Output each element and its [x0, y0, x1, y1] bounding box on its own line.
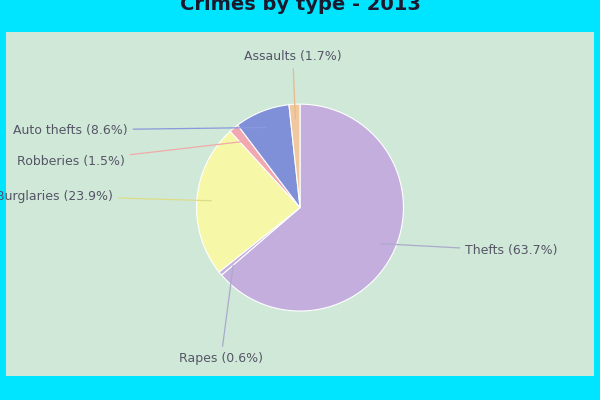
Text: Assaults (1.7%): Assaults (1.7%)	[244, 50, 341, 119]
Wedge shape	[219, 208, 300, 275]
Wedge shape	[289, 104, 300, 208]
Text: Auto thefts (8.6%): Auto thefts (8.6%)	[13, 124, 265, 136]
Text: Robberies (1.5%): Robberies (1.5%)	[17, 142, 242, 168]
Text: Burglaries (23.9%): Burglaries (23.9%)	[0, 190, 211, 202]
Title: Crimes by type - 2013: Crimes by type - 2013	[179, 0, 421, 14]
Text: Rapes (0.6%): Rapes (0.6%)	[179, 265, 263, 365]
Wedge shape	[230, 125, 300, 208]
Wedge shape	[221, 104, 403, 311]
Text: Thefts (63.7%): Thefts (63.7%)	[381, 244, 558, 257]
Wedge shape	[197, 131, 300, 272]
Wedge shape	[238, 105, 300, 208]
